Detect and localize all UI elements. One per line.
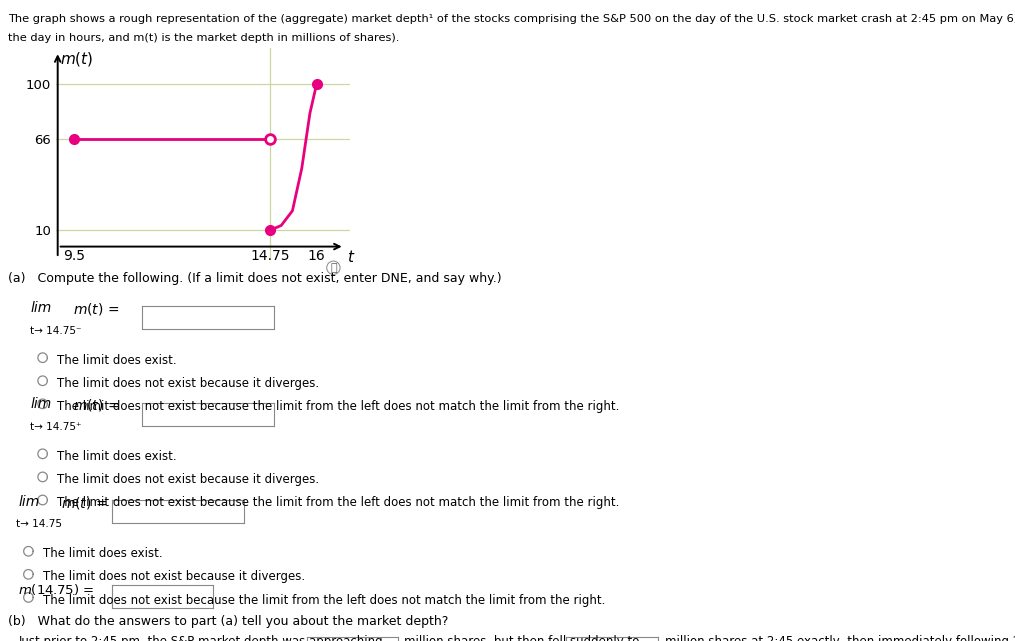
Text: $m(t)$ =: $m(t)$ = — [73, 301, 120, 317]
Text: t→ 14.75: t→ 14.75 — [16, 519, 62, 529]
Text: Just prior to 2:45 pm, the S&P market depth was approaching: Just prior to 2:45 pm, the S&P market de… — [18, 635, 383, 641]
Text: The limit does not exist because it diverges.: The limit does not exist because it dive… — [57, 377, 319, 390]
Text: The limit does not exist because the limit from the left does not match the limi: The limit does not exist because the lim… — [43, 594, 605, 606]
Text: The limit does not exist because the limit from the left does not match the limi: The limit does not exist because the lim… — [57, 496, 619, 509]
Text: $m(t)$: $m(t)$ — [60, 50, 93, 68]
Text: The limit does exist.: The limit does exist. — [43, 547, 162, 560]
Text: the day in hours, and m(t) is the market depth in millions of shares).: the day in hours, and m(t) is the market… — [8, 33, 400, 44]
Text: lim: lim — [18, 495, 40, 509]
Text: million shares at 2:45 exactly, then immediately following 2:45 it began to: million shares at 2:45 exactly, then imm… — [665, 635, 1015, 641]
Text: (b)   What do the answers to part (a) tell you about the market depth?: (b) What do the answers to part (a) tell… — [8, 615, 449, 628]
Text: $m(14.75)$ =: $m(14.75)$ = — [18, 582, 94, 597]
Text: lim: lim — [30, 301, 52, 315]
Text: (a)   Compute the following. (If a limit does not exist, enter DNE, and say why.: (a) Compute the following. (If a limit d… — [8, 272, 501, 285]
Text: lim: lim — [30, 397, 52, 412]
Text: $m(t)$ =: $m(t)$ = — [73, 397, 120, 413]
Text: t→ 14.75⁻: t→ 14.75⁻ — [30, 326, 82, 336]
Text: The limit does not exist because it diverges.: The limit does not exist because it dive… — [57, 473, 319, 486]
Text: $m(t)$ =: $m(t)$ = — [61, 495, 108, 511]
Text: The limit does exist.: The limit does exist. — [57, 450, 177, 463]
Text: $t$: $t$ — [347, 249, 355, 265]
Text: The limit does exist.: The limit does exist. — [57, 354, 177, 367]
Text: The limit does not exist because the limit from the left does not match the limi: The limit does not exist because the lim… — [57, 400, 619, 413]
Text: million shares, but then fell suddenly to: million shares, but then fell suddenly t… — [404, 635, 639, 641]
Text: The graph shows a rough representation of the (aggregate) market depth¹ of the s: The graph shows a rough representation o… — [8, 14, 1015, 24]
Text: t→ 14.75⁺: t→ 14.75⁺ — [30, 422, 82, 432]
Text: ⓘ: ⓘ — [330, 263, 337, 272]
Text: The limit does not exist because it diverges.: The limit does not exist because it dive… — [43, 570, 304, 583]
